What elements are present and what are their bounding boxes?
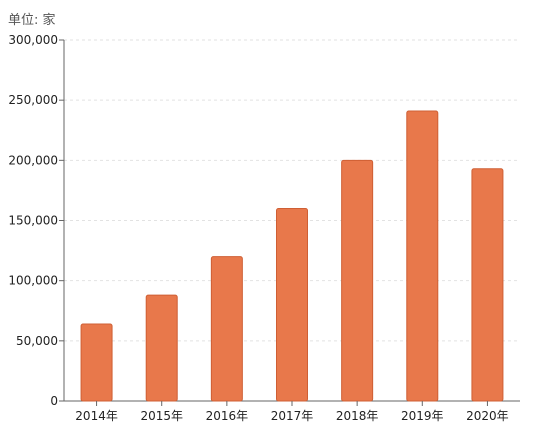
x-tick-label: 2016年 xyxy=(206,409,249,423)
x-tick-label: 2017年 xyxy=(271,409,314,423)
x-tick-label: 2015年 xyxy=(140,409,183,423)
y-tick-label: 0 xyxy=(50,394,58,408)
y-tick-label: 300,000 xyxy=(8,33,58,47)
y-tick-label: 50,000 xyxy=(16,334,58,348)
bar-2014年 xyxy=(80,323,113,402)
x-tick-label: 2018年 xyxy=(336,409,379,423)
bar-2016年 xyxy=(210,256,243,402)
bar-2018年 xyxy=(341,159,374,402)
y-tick-label: 250,000 xyxy=(8,93,58,107)
x-tick-label: 2019年 xyxy=(401,409,444,423)
x-tick-label: 2014年 xyxy=(75,409,118,423)
x-tick-label: 2020年 xyxy=(466,409,509,423)
bar-2017年 xyxy=(276,207,308,402)
y-tick-label: 150,000 xyxy=(8,214,58,228)
y-tick-label: 200,000 xyxy=(8,153,58,167)
bar-2020年 xyxy=(471,168,504,402)
bar-2015年 xyxy=(145,294,178,402)
bar-2019年 xyxy=(406,110,439,402)
y-tick-label: 100,000 xyxy=(8,274,58,288)
unit-label: 单位: 家 xyxy=(8,13,56,28)
